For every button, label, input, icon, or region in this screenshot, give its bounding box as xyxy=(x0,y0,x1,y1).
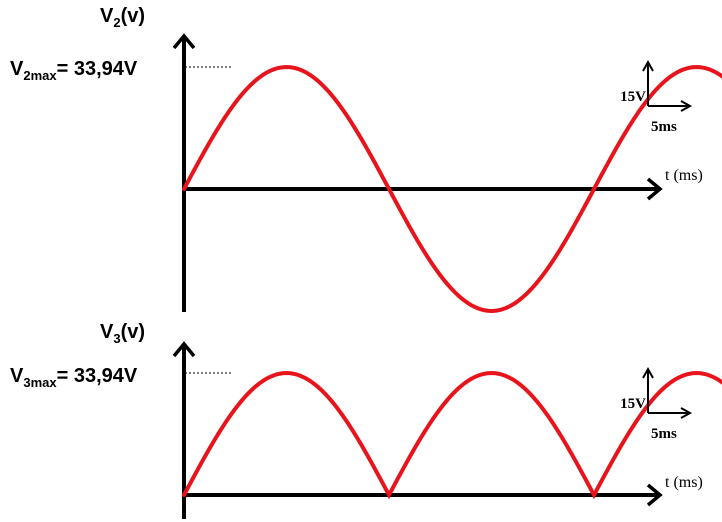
bottom-scale-voltage-arrow xyxy=(642,366,654,379)
top-scale-time-arrow xyxy=(680,100,693,112)
top-scale-time-label: 5ms xyxy=(651,119,677,135)
bottom-x-axis-label: t (ms) xyxy=(665,474,703,491)
bottom-scale-voltage-label: 15V xyxy=(620,396,646,412)
top-x-axis-label: t (ms) xyxy=(665,167,703,184)
bottom-scale-time-label: 5ms xyxy=(651,426,677,442)
top-scale-voltage-label: 15V xyxy=(620,89,646,105)
top-scale-indicator: 15V 5ms xyxy=(620,59,693,135)
top-sine-waveform xyxy=(182,65,722,313)
top-x-axis-arrowhead xyxy=(646,177,663,201)
bottom-y-axis-label: V3(v) xyxy=(100,321,145,346)
top-graph: V2(v) V2max= 33,94V t (ms) 15V 5ms xyxy=(10,5,722,313)
bottom-x-axis-arrowhead xyxy=(646,483,663,507)
top-y-axis-label: V2(v) xyxy=(100,5,145,30)
bottom-scale-indicator: 15V 5ms xyxy=(620,366,693,442)
bottom-scale-time-arrow xyxy=(680,407,693,419)
top-max-label: V2max= 33,94V xyxy=(10,58,138,83)
top-y-axis-arrowhead xyxy=(172,33,196,50)
bottom-graph: V3(v) V3max= 33,94V t (ms) 15V 5ms xyxy=(10,321,722,519)
bottom-rectified-waveform xyxy=(182,371,722,500)
bottom-max-label: V3max= 33,94V xyxy=(10,365,138,390)
top-scale-voltage-arrow xyxy=(642,59,654,72)
bottom-y-axis-arrowhead xyxy=(172,341,196,358)
